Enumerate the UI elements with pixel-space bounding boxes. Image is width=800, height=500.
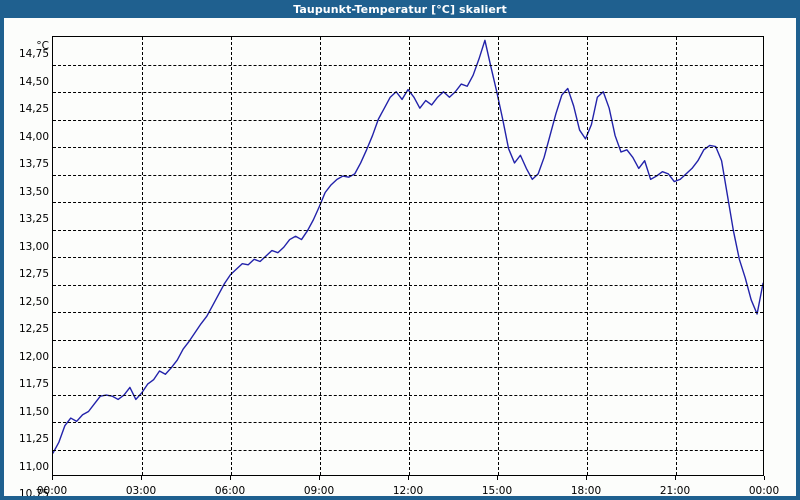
x-axis-tick-label: 09:0007.10.23	[279, 485, 359, 497]
y-axis-tick-label: 13,75	[18, 158, 49, 170]
y-axis-labels: °C 14,75 14,50 14,25 14,00 13,75 13,50 13,25 13…	[4, 36, 49, 496]
gridline-horizontal	[53, 119, 763, 121]
x-axis-tick-time: 12:00	[392, 485, 424, 497]
y-axis-tick-label: 14,75	[18, 48, 49, 60]
x-axis-tick-mark	[764, 476, 765, 480]
y-axis-tick-label: 11,00	[18, 460, 49, 473]
gridline-horizontal	[53, 229, 763, 231]
chart-area: °C 14,75 14,50 14,25 14,00 13,75 13,50 13,25 13…	[4, 18, 796, 496]
x-axis-tick-mark	[141, 476, 142, 480]
gridline-horizontal	[53, 257, 763, 258]
gridline-horizontal	[53, 394, 763, 396]
x-axis-tick-label: 12:0007.10.23	[368, 485, 448, 497]
gridline-vertical	[320, 37, 321, 475]
x-axis-tick-label: 06:0007.10.23	[190, 485, 270, 497]
y-axis-tick-label: 14,25	[18, 103, 49, 115]
gridline-horizontal	[53, 174, 763, 176]
gridline-horizontal	[53, 202, 763, 203]
x-axis-ticks	[52, 476, 765, 481]
gridline-horizontal	[53, 92, 763, 93]
gridline-horizontal	[53, 64, 763, 66]
gridline-vertical	[409, 37, 410, 475]
x-axis-tick-mark	[675, 476, 676, 480]
x-axis-tick-mark	[52, 476, 53, 480]
window-title-bar: Taupunkt-Temperatur [°C] skaliert	[4, 0, 796, 18]
x-axis-tick-mark	[319, 476, 320, 480]
gridline-horizontal	[53, 422, 763, 423]
x-axis-tick-time: 21:00	[659, 485, 691, 497]
data-series-svg	[53, 39, 763, 454]
plot-frame	[52, 36, 764, 476]
x-axis-tick-time: 00:00	[36, 485, 68, 497]
x-axis-tick-mark	[586, 476, 587, 480]
x-axis-tick-mark	[408, 476, 409, 480]
x-axis-labels: 00:0007.10.2303:0007.10.2306:0007.10.230…	[37, 477, 779, 497]
x-axis-tick-label: 00:0008.10.23	[724, 485, 796, 497]
y-axis-tick-label: 13,00	[18, 240, 49, 253]
x-axis-tick-time: 18:00	[570, 485, 602, 497]
x-axis-tick-label: 03:0007.10.23	[101, 485, 181, 497]
y-axis-tick-label: 14,00	[18, 130, 49, 143]
gridline-vertical	[498, 37, 499, 475]
gridline-vertical	[587, 37, 588, 475]
y-axis-tick-label: 14,50	[18, 75, 49, 88]
y-axis-tick-label: 12,50	[18, 295, 49, 308]
gridline-horizontal	[53, 312, 763, 313]
gridline-vertical	[676, 37, 677, 475]
x-axis-tick-label: 00:0007.10.23	[12, 485, 92, 497]
gridline-horizontal	[53, 284, 763, 286]
x-axis-tick-time: 03:00	[125, 485, 157, 497]
y-axis-tick-label: 12,25	[18, 323, 49, 335]
x-axis-tick-label: 18:0007.10.23	[546, 485, 626, 497]
gridline-horizontal	[53, 367, 763, 368]
y-axis-tick-label: 13,50	[18, 185, 49, 198]
y-axis-tick-label: 13,25	[18, 213, 49, 225]
gridline-horizontal	[53, 339, 763, 341]
x-axis-tick-label: 21:0007.10.23	[635, 485, 715, 497]
gridline-vertical	[231, 37, 232, 475]
gridline-horizontal	[53, 147, 763, 148]
y-axis-tick-label: 11,75	[18, 378, 49, 390]
temperature-line	[53, 39, 763, 454]
gridline-vertical	[142, 37, 143, 475]
x-axis-tick-label: 15:0007.10.23	[457, 485, 537, 497]
x-axis-tick-time: 09:00	[303, 485, 335, 497]
gridline-horizontal	[53, 449, 763, 451]
x-axis-tick-mark	[230, 476, 231, 480]
x-axis-tick-time: 15:00	[481, 485, 513, 497]
y-axis-tick-label: 11,25	[18, 433, 49, 445]
y-axis-tick-label: 11,50	[18, 405, 49, 418]
x-axis-tick-time: 06:00	[214, 485, 246, 497]
x-axis-tick-time: 00:00	[748, 485, 780, 497]
y-axis-tick-label: 10,75	[18, 488, 49, 500]
x-axis-tick-mark	[497, 476, 498, 480]
page-title: Taupunkt-Temperatur [°C] skaliert	[293, 2, 507, 16]
y-axis-tick-label: 12,00	[18, 350, 49, 363]
y-axis-tick-label: 12,75	[18, 268, 49, 280]
y-axis-unit-label: °C	[36, 40, 49, 52]
